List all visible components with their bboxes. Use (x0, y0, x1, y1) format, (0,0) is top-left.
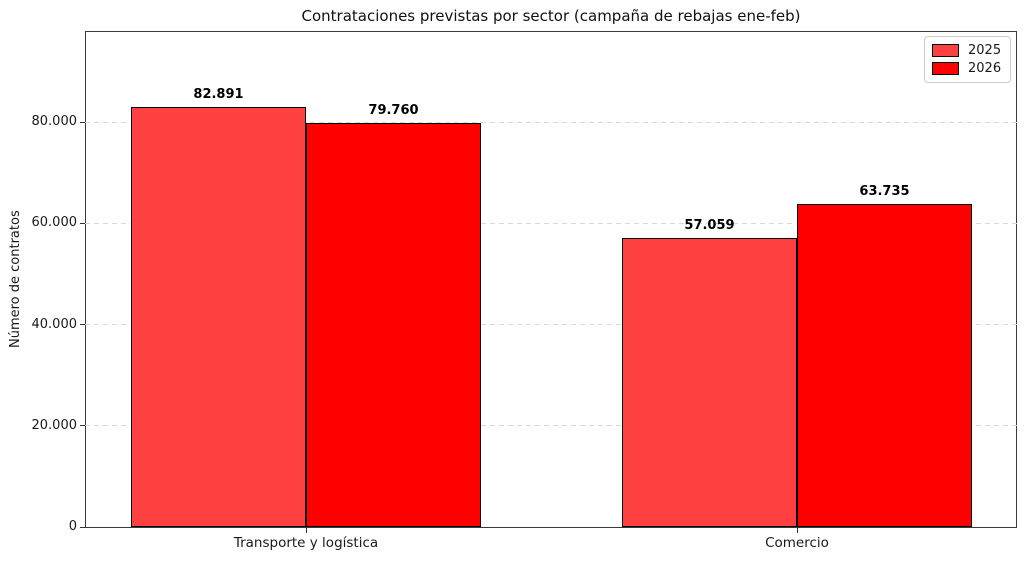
bar-value-label-2026-1: 63.735 (859, 184, 910, 200)
legend-item-2025: 2025 (932, 43, 1003, 58)
y-tick-mark-60.000 (80, 222, 85, 224)
y-tick-label-40.000: 40.000 (31, 316, 78, 332)
bar-2026-1 (797, 204, 972, 527)
y-axis-label: Número de contratos (8, 210, 23, 349)
chart-title: Contrataciones previstas por sector (cam… (301, 7, 801, 25)
gridline-60.000 (85, 222, 1017, 224)
bar-value-label-2025-0: 82.891 (193, 87, 244, 103)
gridline-20.000 (85, 425, 1017, 427)
x-tick-label-0: Transporte y logística (233, 535, 379, 551)
y-tick-mark-0 (80, 526, 85, 528)
y-tick-label-60.000: 60.000 (31, 215, 78, 231)
bar-value-label-2026-0: 79.760 (368, 103, 419, 119)
legend-label-2026: 2026 (968, 61, 1002, 77)
bar-2025-1 (622, 238, 797, 527)
bar-2026-0 (306, 123, 481, 527)
legend-label-2025: 2025 (968, 42, 1002, 58)
legend-swatch-2026 (932, 62, 959, 76)
y-tick-mark-20.000 (80, 425, 85, 427)
y-tick-label-80.000: 80.000 (31, 114, 78, 130)
legend: 2025 2026 (924, 36, 1011, 83)
x-tick-mark-1 (796, 528, 798, 533)
gridline-80.000 (85, 121, 1017, 123)
y-tick-label-0: 0 (68, 519, 77, 534)
x-tick-mark-0 (305, 528, 307, 533)
bar-value-label-2025-1: 57.059 (684, 218, 735, 234)
y-tick-label-20.000: 20.000 (31, 417, 78, 433)
legend-item-2026: 2026 (932, 61, 1003, 76)
legend-swatch-2025 (932, 43, 959, 57)
y-tick-mark-40.000 (80, 324, 85, 326)
x-tick-label-1: Comercio (765, 535, 829, 551)
gridline-40.000 (85, 324, 1017, 326)
y-tick-mark-80.000 (80, 121, 85, 123)
bar-2025-0 (131, 107, 306, 527)
